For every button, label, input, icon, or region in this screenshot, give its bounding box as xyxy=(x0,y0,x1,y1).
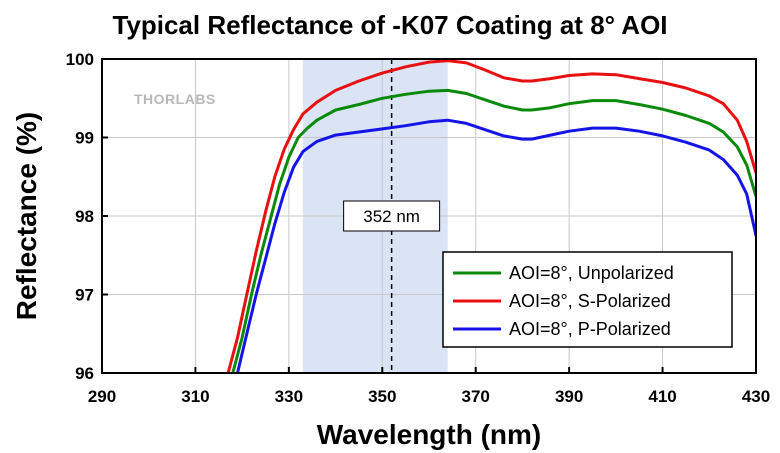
series-line-0 xyxy=(231,88,756,373)
legend-label-2: AOI=8°, P-Polarized xyxy=(509,319,671,339)
series-line-1 xyxy=(226,59,756,373)
y-tick-label: 96 xyxy=(75,364,94,383)
marker-label-box xyxy=(343,200,441,232)
x-tick-label: 390 xyxy=(555,387,583,406)
legend: AOI=8°, Unpolarized AOI=8°, S-Polarized AO… xyxy=(442,251,733,348)
marker-label: 352 nm xyxy=(363,207,420,226)
x-tick-label: 290 xyxy=(88,387,116,406)
y-axis-title: Reflectance (%) xyxy=(11,112,42,321)
series-line-2 xyxy=(236,118,756,373)
x-tick-label: 330 xyxy=(275,387,303,406)
chart-title: Typical Reflectance of -K07 Coating at 8… xyxy=(112,10,667,40)
x-tick-label: 430 xyxy=(742,387,770,406)
x-tick-label: 310 xyxy=(181,387,209,406)
x-tick-label: 350 xyxy=(368,387,396,406)
x-tick-label: 370 xyxy=(462,387,490,406)
y-tick-label: 100 xyxy=(66,50,94,69)
legend-label-0: AOI=8°, Unpolarized xyxy=(509,263,674,283)
thorlabs-watermark: THORLABS xyxy=(134,91,216,107)
x-tick-label: 410 xyxy=(648,387,676,406)
x-axis-title: Wavelength (nm) xyxy=(317,419,542,450)
legend-label-1: AOI=8°, S-Polarized xyxy=(509,291,671,311)
y-tick-label: 99 xyxy=(75,129,94,148)
y-tick-label: 97 xyxy=(75,286,94,305)
y-tick-label: 98 xyxy=(75,207,94,226)
